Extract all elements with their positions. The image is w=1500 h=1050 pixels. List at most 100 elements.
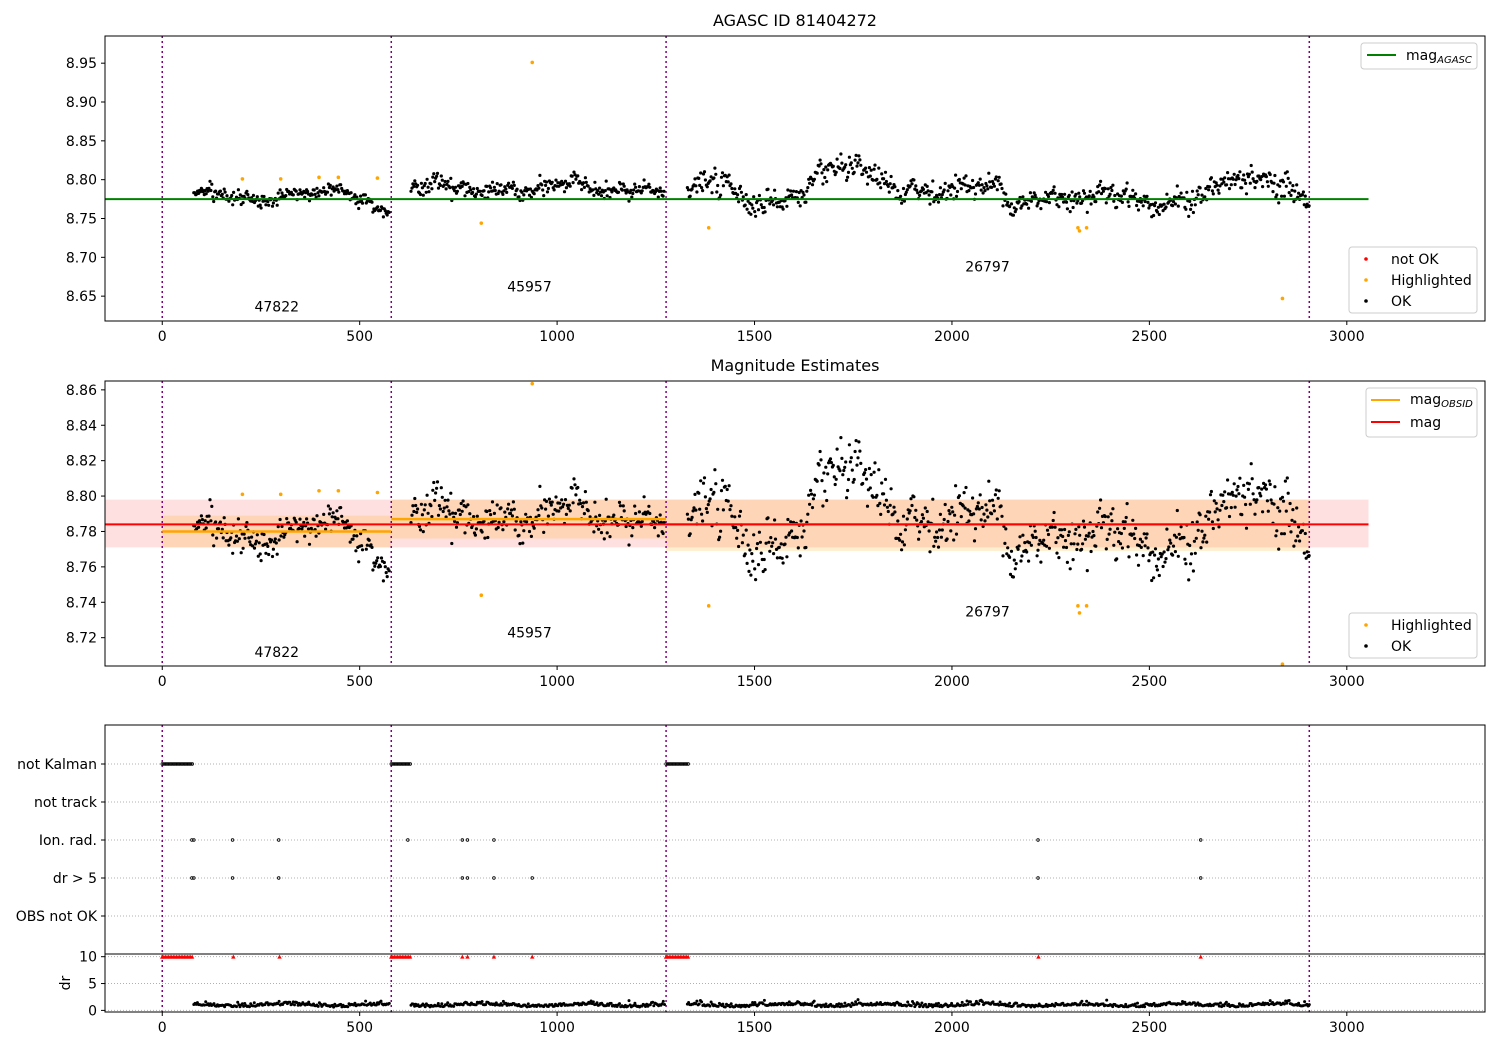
estimates-ok-point <box>1188 543 1192 548</box>
estimates-ok-point <box>851 480 855 484</box>
agasc-ok-point <box>791 189 796 193</box>
estimates-ok-point <box>979 518 983 522</box>
agasc-ok-point <box>647 182 651 186</box>
estimates-ok-point <box>1198 513 1202 517</box>
agasc-ok-point <box>852 170 856 174</box>
estimates-ok-point <box>799 519 803 523</box>
agasc-ok-point <box>312 188 316 192</box>
estimates-ok-point <box>1265 499 1269 503</box>
agasc-ok-point <box>1051 188 1055 192</box>
estimates-ok-point <box>993 493 998 497</box>
agasc-ok-point <box>471 190 475 195</box>
estimates-ok-point <box>1302 551 1306 555</box>
agasc-ok-point <box>775 205 780 209</box>
agasc-ok-point <box>1047 201 1051 205</box>
estimates-ok-point <box>690 515 694 520</box>
estimates-ok-point <box>1274 534 1278 538</box>
agasc-ok-point <box>510 186 514 190</box>
estimates-ok-point <box>354 549 358 553</box>
estimates-ok-point <box>496 525 500 530</box>
estimates-highlighted-point <box>1084 604 1089 608</box>
estimates-ok-point <box>1293 520 1297 524</box>
agasc-ok-point <box>1112 199 1116 203</box>
agasc-ok-point <box>1198 186 1202 190</box>
agasc-ok-point <box>967 189 971 193</box>
agasc-ok-point <box>245 189 249 193</box>
estimates-ok-point <box>1169 541 1173 545</box>
dr-point <box>700 1000 704 1004</box>
dr-point <box>633 1001 637 1005</box>
agasc-ok-point <box>291 193 295 197</box>
estimates-ok-point <box>630 534 634 538</box>
agasc-ok-point <box>640 189 644 193</box>
agasc-ok-point <box>887 190 891 194</box>
agasc-ok-point <box>616 190 621 194</box>
estimates-ok-point <box>770 544 774 548</box>
estimates-ok-point <box>1036 548 1040 552</box>
estimates-ok-point <box>987 479 991 483</box>
dr-point <box>854 1000 858 1004</box>
estimates-ok-point <box>867 466 872 471</box>
estimates-ok-point <box>781 561 785 565</box>
estimates-ok-point <box>1154 564 1159 568</box>
estimates-ok-point <box>1283 479 1287 483</box>
agasc-ok-point <box>1097 190 1101 194</box>
dr-point <box>905 1004 908 1008</box>
dr-point <box>694 1002 698 1006</box>
agasc-ok-point <box>1053 191 1057 195</box>
agasc-ok-point <box>899 194 903 198</box>
estimates-ok-point <box>779 542 783 546</box>
estimates-ok-point <box>1289 530 1293 534</box>
agasc-ok-point <box>1080 201 1084 205</box>
agasc-ok-point <box>1301 190 1305 194</box>
agasc-ok-point <box>385 213 389 217</box>
estimates-ok-point <box>216 527 221 531</box>
agasc-ok-point <box>1207 188 1211 192</box>
agasc-ok-point <box>1046 194 1051 199</box>
estimates-ok-point <box>1230 490 1234 494</box>
agasc-ok-point <box>492 185 496 189</box>
agasc-ok-point <box>867 166 872 170</box>
dr-point <box>708 1004 712 1008</box>
estimates-ok-point <box>1065 560 1069 565</box>
not-kalman-point <box>680 762 684 766</box>
agasc-ok-point <box>1222 180 1226 184</box>
estimates-ok-point <box>438 507 442 511</box>
agasc-ok-point <box>532 192 536 196</box>
estimates-ok-point <box>1039 560 1043 564</box>
estimates-ok-point <box>508 511 513 515</box>
estimates-ok-point <box>336 517 340 521</box>
not-kalman-point <box>397 762 401 766</box>
estimates-ok-point <box>549 503 553 507</box>
dr-point <box>288 1000 292 1004</box>
estimates-ok-point <box>994 488 998 492</box>
estimates-ok-point <box>640 519 644 524</box>
agasc-ok-point <box>1027 206 1031 210</box>
agasc-ok-point <box>266 200 270 204</box>
not-kalman-point <box>185 762 190 766</box>
estimates-ok-point <box>734 525 738 530</box>
agasc-ok-point <box>759 203 763 207</box>
agasc-ok-point <box>768 202 772 206</box>
estimates-ok-point <box>758 540 763 544</box>
estimates-ok-point <box>757 530 762 534</box>
agasc-ok-point <box>1196 193 1200 197</box>
not-kalman-point <box>394 762 398 766</box>
agasc-ok-point <box>751 206 755 210</box>
dr-point <box>439 1004 443 1008</box>
agasc-ok-point <box>206 189 210 193</box>
agasc-ok-point <box>1278 184 1282 188</box>
agasc-axes-frame <box>104 35 1486 322</box>
agasc-ok-point <box>1143 199 1147 204</box>
estimates-ok-point <box>352 534 356 538</box>
agasc-ok-point <box>349 191 353 195</box>
estimates-ok-point <box>1202 536 1206 540</box>
estimates-ok-point <box>429 504 433 508</box>
estimates-ok-point <box>222 516 226 520</box>
dr-point <box>753 1001 757 1004</box>
estimates-ok-point <box>1234 494 1238 498</box>
estimates-ok-point <box>639 524 643 528</box>
agasc-ok-point <box>222 187 226 191</box>
estimates-ok-point <box>561 505 565 509</box>
estimates-ok-point <box>1171 544 1176 548</box>
